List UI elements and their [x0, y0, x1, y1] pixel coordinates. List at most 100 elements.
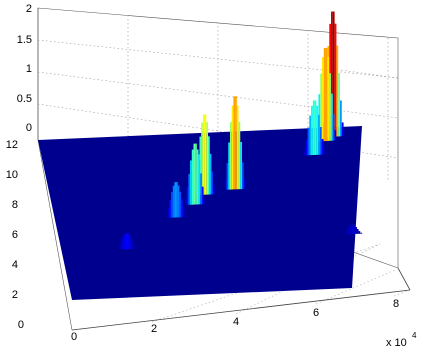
surface-peak-strip	[188, 173, 191, 205]
surface-peak-strip	[302, 154, 305, 156]
surface-peak-strip	[123, 234, 126, 250]
surface-peak-strip	[339, 100, 342, 137]
surface-peak-strip	[206, 122, 209, 195]
surface-peak-strip	[343, 231, 346, 235]
surface-peak-strip	[198, 160, 201, 205]
surface-peak-strip	[209, 153, 212, 195]
surface-peak-strip	[353, 225, 356, 235]
surface-peak-strip	[341, 122, 344, 137]
surface-peak	[223, 96, 248, 190]
y-tick-label: 0	[18, 319, 24, 331]
surface-peak-strip	[307, 127, 310, 156]
surface-peak-strip	[309, 115, 312, 156]
surface-peak-strip	[213, 185, 215, 195]
surface-peak-strip	[203, 197, 206, 205]
y-tick-label: 4	[12, 259, 18, 271]
surface-peak-strip	[186, 187, 189, 205]
surface-peak-strip	[343, 134, 346, 137]
surface-peak-strip	[224, 179, 227, 190]
surface-peak-strip	[332, 113, 335, 141]
surface-peak-strip	[184, 198, 187, 205]
surface-peak-strip	[305, 139, 308, 156]
x-tick-label: 2	[151, 323, 157, 335]
surface-peak-strip	[200, 173, 202, 205]
surface-mesh	[38, 126, 362, 300]
surface-peak-strip	[312, 100, 315, 156]
surface-peak	[164, 182, 188, 218]
surface-peak-strip	[238, 121, 241, 190]
surface-peak-strip	[169, 199, 172, 218]
x-tick-label: 8	[393, 298, 399, 310]
surface-peak-strip	[214, 193, 217, 195]
y-tick-label: 12	[6, 139, 18, 151]
surface-peak-strip	[211, 171, 214, 195]
surface-peak-strip	[182, 207, 185, 218]
surface-peak-strip	[347, 227, 349, 235]
surface-peak-strip	[201, 186, 204, 205]
surface-peak-strip	[195, 143, 197, 205]
surface-peak-strip	[179, 191, 182, 218]
surface-peak	[302, 100, 327, 156]
surface-peak-strip	[314, 100, 317, 155]
y-tick-label: 6	[12, 229, 18, 241]
surface-peak-strip	[117, 247, 119, 250]
surface-peak-strip	[231, 105, 234, 190]
surface-peak-strip	[352, 224, 354, 235]
surface-peak-strip	[120, 241, 123, 250]
surface-peak-strip	[311, 105, 313, 156]
y-tick-label: 8	[12, 199, 18, 211]
x-multiplier-exponent: 4	[412, 331, 417, 340]
surface-peak-strip	[243, 178, 246, 189]
surface-peak-strip	[183, 204, 185, 206]
surface-peak-strip	[336, 45, 339, 137]
surface-peak-strip	[236, 105, 239, 190]
surface-peak-strip	[130, 237, 132, 250]
surface-peak-strip	[171, 191, 173, 218]
surface-peak-strip	[131, 240, 134, 249]
surface-peak-strip	[202, 114, 205, 195]
surface-peak-strip	[166, 213, 168, 218]
surface-peak-strip	[233, 96, 236, 190]
axis-ticks: 0 0.5 1 1.5 2 0 2 4 6 8 10 12 0 2 4 6 8 x 10 4	[6, 3, 417, 349]
surface-peak-strip	[316, 105, 319, 155]
surface-peak-strip	[176, 182, 178, 218]
surface-peak-strip	[334, 23, 337, 137]
x-tick-label: 4	[233, 316, 239, 328]
surface-peak-strip	[241, 162, 244, 190]
surface-peak-strip	[345, 229, 348, 235]
surface-peak-strip	[332, 11, 335, 137]
surface-peak-strip	[122, 237, 124, 250]
surface-peak-strip	[334, 130, 337, 141]
surface-peak-strip	[327, 56, 330, 141]
surface-peak-strip	[174, 182, 177, 218]
surface-peak-strip	[228, 142, 230, 190]
surface-peaks	[115, 11, 364, 250]
surface-peak-strip	[322, 57, 324, 142]
surface-peak-strip	[356, 228, 359, 234]
surface-peak-strip	[245, 187, 248, 189]
surface-peak-strip	[208, 136, 210, 195]
surface-peak-strip	[240, 141, 242, 190]
surface-peak-strip	[191, 149, 194, 205]
surface-peak-strip	[329, 73, 331, 141]
surface-peak-strip	[235, 96, 237, 190]
surface-peak-strip	[184, 213, 187, 218]
surface-peak-strip	[325, 153, 327, 155]
surface-peak-strip	[135, 247, 137, 249]
z-tick-label: 0.5	[17, 93, 32, 105]
surface-peak-strip	[323, 148, 326, 155]
surface-peak-strip	[126, 233, 129, 250]
surface-peak-strip	[325, 47, 328, 142]
z-tick-label: 2	[26, 3, 32, 15]
surface-peak-strip	[336, 139, 339, 141]
x-tick-label: 6	[313, 307, 319, 319]
surface-peak-strip	[304, 149, 306, 156]
surface-peak-strip	[348, 225, 351, 235]
z-tick-label: 0	[26, 122, 32, 134]
surface-peak-strip	[330, 93, 333, 141]
surface-peak-strip	[226, 162, 229, 190]
surface-peak-strip	[342, 233, 344, 235]
surface-peak-strip	[190, 160, 192, 205]
surface-base	[38, 126, 362, 300]
surface-peak-strip	[177, 185, 180, 218]
